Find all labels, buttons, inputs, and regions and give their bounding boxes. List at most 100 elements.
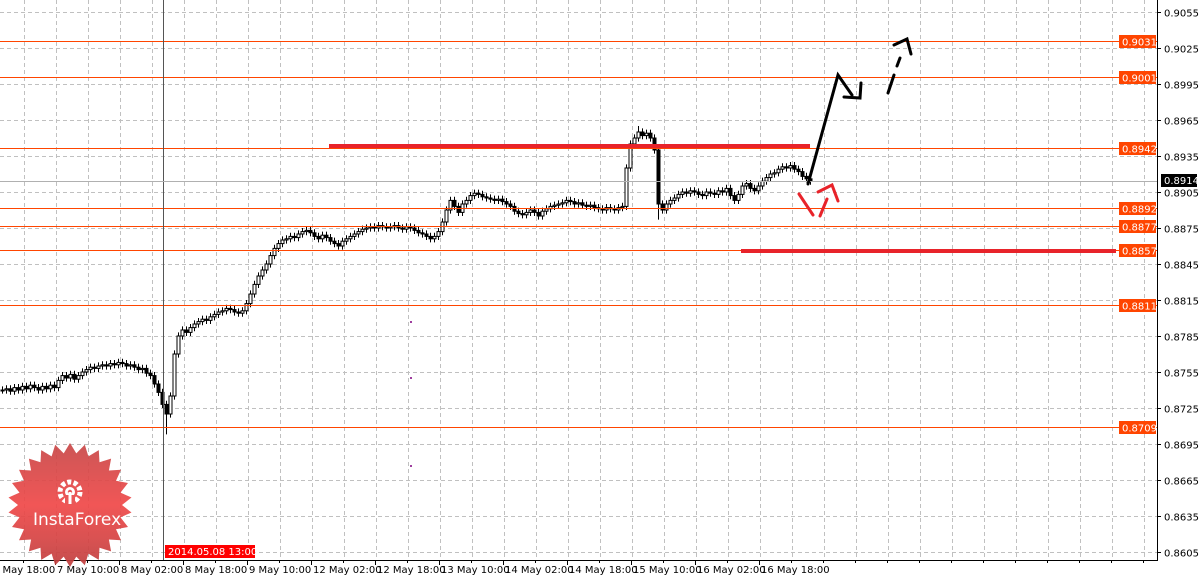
- candle: [312, 229, 317, 240]
- candle: [340, 237, 345, 250]
- candle-bull: [60, 375, 65, 381]
- candle: [796, 165, 801, 176]
- candle-bear: [112, 363, 117, 366]
- candle-bear: [32, 384, 37, 389]
- candle: [72, 370, 77, 383]
- candle-bear: [332, 240, 337, 245]
- candle: [112, 360, 117, 369]
- candle: [80, 368, 85, 380]
- time-tick-label: 6 May 18:00: [0, 565, 55, 576]
- candle: [432, 232, 437, 243]
- candle: [116, 358, 121, 369]
- candle: [260, 266, 265, 280]
- candle-bull: [768, 173, 773, 179]
- candle-bull: [248, 293, 253, 305]
- candle-bull: [168, 395, 173, 415]
- candle: [144, 364, 149, 377]
- candle-bull: [404, 226, 409, 230]
- candle-bull: [244, 303, 249, 312]
- candle-bear: [480, 193, 485, 198]
- candle: [768, 170, 773, 182]
- candle-bull: [444, 209, 449, 223]
- candle: [108, 360, 113, 370]
- time-tick-label: 14 May 02:00: [505, 565, 574, 576]
- candle: [752, 184, 757, 195]
- candle: [320, 231, 325, 243]
- candle-bear: [520, 213, 525, 216]
- candle-bull: [528, 209, 533, 213]
- candle-bull: [636, 131, 641, 139]
- candle-bull: [216, 311, 221, 315]
- candle-bear: [92, 366, 97, 369]
- candle-bull: [576, 202, 581, 205]
- candle-bear: [660, 203, 665, 211]
- candle: [416, 226, 421, 237]
- candle: [192, 320, 197, 332]
- candle-bull: [240, 310, 245, 314]
- candle: [244, 300, 249, 315]
- candle: [704, 188, 709, 200]
- candle-bear: [292, 235, 297, 239]
- current-price-text: 0.8914: [1164, 176, 1199, 187]
- candle-bull: [116, 361, 121, 366]
- candle: [804, 172, 809, 183]
- candle: [500, 195, 505, 206]
- candle-bull: [764, 177, 769, 182]
- time-axis[interactable]: 6 May 18:007 May 10:008 May 02:008 May 1…: [0, 560, 1144, 576]
- candle-bull: [4, 388, 9, 391]
- time-tick-label: 7 May 10:00: [57, 565, 119, 576]
- candle: [776, 165, 781, 177]
- candle: [544, 205, 549, 215]
- candle: [656, 146, 661, 220]
- candle-bull: [688, 190, 693, 194]
- candle-bull: [472, 192, 477, 197]
- candle-bear: [532, 209, 537, 213]
- candle-bull: [356, 231, 361, 235]
- candle-bear: [504, 201, 509, 205]
- candle: [640, 128, 645, 140]
- pullback-arrow-red[interactable]: [797, 182, 840, 218]
- forecast-arrow-solid[interactable]: [806, 71, 863, 186]
- price-tick-label: 0.8665: [1164, 477, 1199, 488]
- candle-bear: [52, 384, 57, 389]
- level-label: 0.8942: [1122, 145, 1157, 156]
- chart-grid: [0, 0, 1157, 560]
- candle-bull: [320, 234, 325, 240]
- price-axis[interactable]: 0.9055 0.9025 0.8995 0.8965 0.8935 0.8905 0.88…: [1157, 9, 1199, 560]
- candle-bull: [556, 203, 561, 206]
- candle-bull: [364, 227, 369, 230]
- level-label-bg: [1119, 142, 1156, 155]
- candle: [788, 162, 793, 172]
- candle: [524, 208, 529, 219]
- candle-bull: [20, 385, 25, 391]
- candle: [480, 190, 485, 201]
- candle: [592, 201, 597, 212]
- candle: [696, 188, 701, 198]
- candle-bear: [692, 190, 697, 193]
- candle-bull: [740, 185, 745, 195]
- candle: [220, 307, 225, 316]
- candle-bull: [88, 366, 93, 371]
- candle-bull: [540, 210, 545, 217]
- candle: [760, 177, 765, 190]
- crosshair-time-text: 2014.05.08 13:00: [168, 547, 257, 558]
- candle: [792, 162, 797, 173]
- candle: [452, 196, 457, 210]
- candle-bear: [144, 367, 149, 374]
- candle-bear: [684, 191, 689, 194]
- candle: [800, 168, 805, 180]
- candle-bull: [300, 231, 305, 235]
- candle: [308, 226, 313, 237]
- forecast-arrow-dashed[interactable]: [886, 36, 913, 95]
- price-tick-label: 0.8845: [1164, 261, 1199, 272]
- candle-bull: [268, 255, 273, 265]
- candle: [572, 198, 577, 208]
- candle-bear: [584, 204, 589, 207]
- candle-bull: [304, 229, 309, 233]
- candle-bear: [156, 383, 161, 393]
- candle: [208, 313, 213, 324]
- candle: [32, 381, 37, 392]
- time-tick-label: 14 May 18:00: [569, 565, 638, 576]
- time-tick-label: 12 May 02:00: [313, 565, 382, 576]
